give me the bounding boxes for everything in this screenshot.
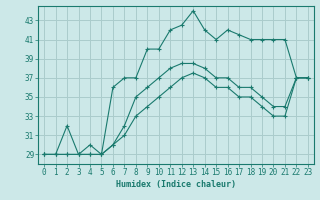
X-axis label: Humidex (Indice chaleur): Humidex (Indice chaleur) <box>116 180 236 189</box>
